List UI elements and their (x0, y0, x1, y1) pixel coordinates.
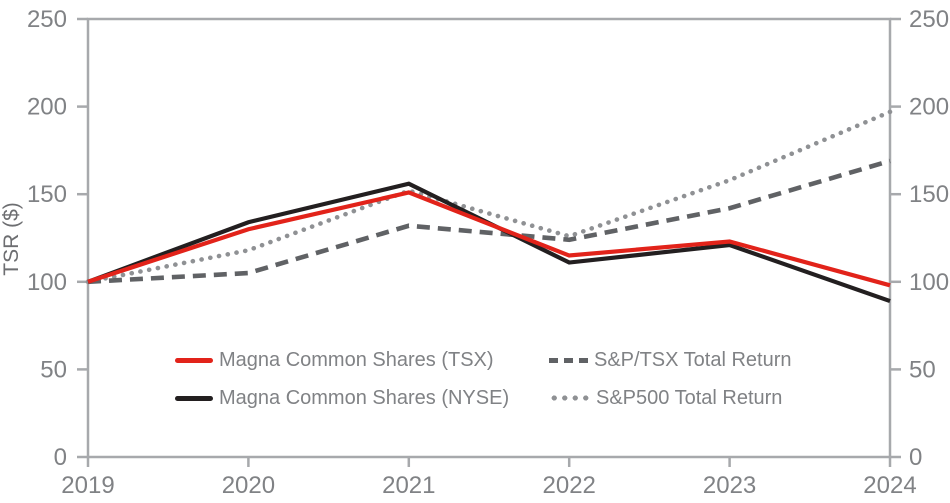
y-tick-label-left: 200 (27, 94, 67, 121)
legend-label: Magna Common Shares (TSX) (219, 348, 494, 371)
y-tick-label-right: 50 (909, 356, 936, 383)
y-tick-label-right: 0 (909, 444, 922, 471)
legend-marker-solid-black-icon (175, 395, 213, 401)
legend-item-sptsx: S&P/TSX Total Return (549, 348, 792, 371)
legend-item-magna-nyse: Magna Common Shares (NYSE) (175, 386, 510, 409)
x-tick-label: 2020 (222, 472, 275, 499)
plot-box (86, 17, 892, 459)
y-tick-label-left: 100 (27, 269, 67, 296)
y-tick-label-left: 50 (40, 356, 67, 383)
legend-item-sp500: S&P500 Total Return (549, 386, 783, 409)
y-tick-label-left: 0 (54, 444, 67, 471)
x-tick-label: 2024 (863, 472, 916, 499)
y-tick-label-right: 250 (909, 6, 949, 33)
legend-marker-dotted-icon (549, 395, 590, 401)
legend-item-magna-tsx: Magna Common Shares (TSX) (175, 348, 494, 371)
series-line-magna-common-shares-tsx (87, 190, 891, 288)
legend-marker-solid-red-icon (175, 357, 213, 363)
series-line-s-p-tsx-total-return (87, 158, 891, 285)
y-tick-label-left: 150 (27, 181, 67, 208)
x-tick-label: 2021 (382, 472, 435, 499)
legend-label: S&P/TSX Total Return (594, 348, 792, 371)
y-axis-title: TSR ($) (0, 202, 23, 276)
y-tick-label-right: 150 (909, 181, 949, 208)
legend-marker-dashed-icon (549, 357, 588, 363)
y-tick-label-right: 100 (909, 269, 949, 296)
x-tick-label: 2019 (61, 472, 114, 499)
x-tick-label: 2022 (543, 472, 596, 499)
series-line-s-p500-total-return (85, 109, 893, 285)
legend-label: S&P500 Total Return (596, 386, 783, 409)
y-tick-label-left: 250 (27, 6, 67, 33)
x-tick-label: 2023 (703, 472, 756, 499)
y-tick-label-right: 200 (909, 94, 949, 121)
legend-label: Magna Common Shares (NYSE) (219, 386, 510, 409)
